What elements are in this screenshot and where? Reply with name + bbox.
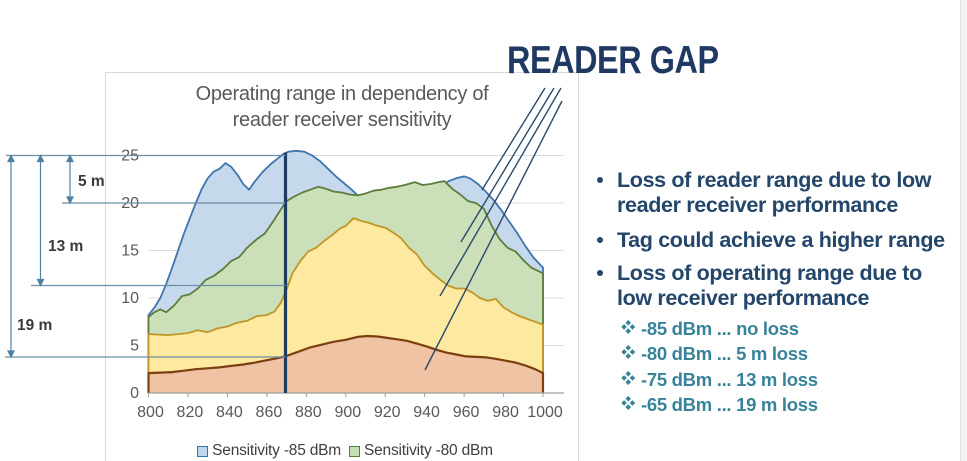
svg-text:10: 10	[121, 290, 139, 307]
svg-text:840: 840	[216, 404, 243, 421]
svg-text:13 m: 13 m	[48, 238, 83, 255]
svg-text:19 m: 19 m	[17, 317, 52, 334]
svg-text:820: 820	[177, 404, 204, 421]
svg-text:940: 940	[413, 404, 440, 421]
svg-text:15: 15	[121, 243, 139, 260]
svg-text:880: 880	[295, 404, 322, 421]
svg-text:5: 5	[130, 338, 139, 355]
svg-text:1000: 1000	[527, 404, 563, 421]
svg-text:980: 980	[492, 404, 519, 421]
svg-text:920: 920	[374, 404, 401, 421]
svg-text:900: 900	[334, 404, 361, 421]
svg-text:5 m: 5 m	[78, 173, 105, 190]
svg-text:860: 860	[256, 404, 283, 421]
svg-text:800: 800	[137, 404, 164, 421]
svg-text:960: 960	[453, 404, 480, 421]
svg-text:0: 0	[130, 385, 139, 402]
